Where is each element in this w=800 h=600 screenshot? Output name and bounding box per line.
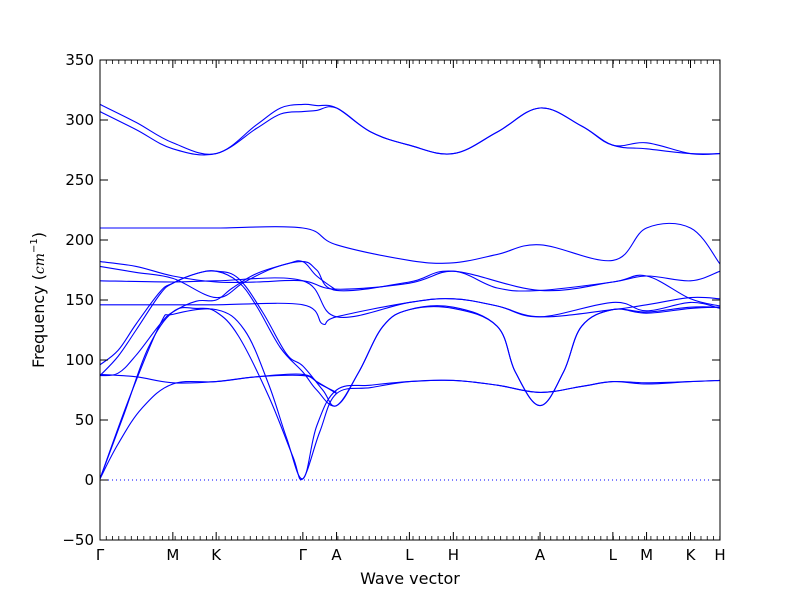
y-axis-label: Frequency (cm−1): [29, 232, 48, 368]
y-tick-label: 50: [75, 411, 94, 429]
band-line-2: [99, 106, 721, 156]
y-axis-label-text: Frequency: [29, 285, 48, 368]
x-tick-label: K: [211, 546, 222, 564]
band-line-13: [99, 260, 337, 377]
x-tick-label: A: [535, 546, 546, 564]
y-tick-label: 350: [65, 51, 94, 69]
band-line-4: [99, 261, 721, 292]
x-tick-label: Γ: [96, 546, 105, 564]
y-tick-label: 100: [65, 351, 94, 369]
y-axis-label-close-paren: ): [29, 232, 48, 238]
x-tick-label: L: [405, 546, 414, 564]
band-line-7: [100, 296, 721, 326]
y-tick-label: 300: [65, 111, 94, 129]
x-tick-label: K: [686, 546, 697, 564]
y-tick-label: −50: [62, 531, 94, 549]
y-axis-label-open-paren: (: [29, 274, 48, 285]
band-line-14: [99, 373, 337, 393]
band-line-3: [100, 222, 721, 265]
series-lines: [99, 103, 721, 481]
x-tick-label: L: [609, 546, 618, 564]
x-axis-label: Wave vector: [360, 569, 460, 588]
y-tick-label: 0: [84, 471, 94, 489]
x-tick-label: A: [331, 546, 342, 564]
plot-area: [100, 60, 720, 540]
y-tick-label: 250: [65, 171, 94, 189]
y-axis-label-unit: cm: [32, 253, 48, 274]
plot-frame: [99, 59, 721, 541]
x-tick-label: M: [640, 546, 653, 564]
band-line-11: [99, 306, 721, 481]
x-tick-label: H: [714, 546, 725, 564]
band-line-9: [99, 270, 721, 407]
y-ticks: −50 0 50 100 150 200 250 300 350: [62, 51, 720, 549]
x-tick-label: Γ: [299, 546, 308, 564]
y-tick-label: 200: [65, 231, 94, 249]
y-axis-label-exponent: −1: [29, 238, 40, 253]
x-tick-label: H: [448, 546, 459, 564]
y-tick-label: 150: [65, 291, 94, 309]
x-tick-label: M: [166, 546, 179, 564]
band-line-5: [99, 261, 721, 307]
